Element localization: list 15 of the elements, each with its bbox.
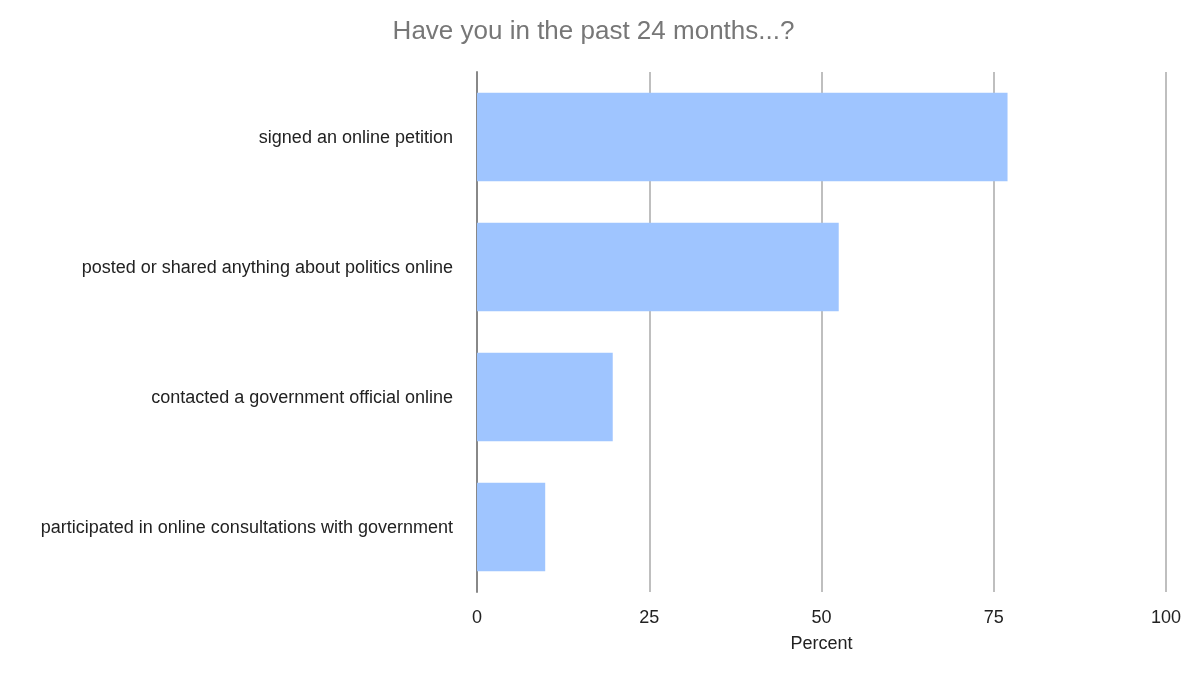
y-tick-label: contacted a government official online <box>151 387 453 407</box>
bar <box>477 222 839 312</box>
x-tick-label: 100 <box>1150 607 1182 627</box>
y-tick-label: posted or shared anything about politics online <box>81 257 453 277</box>
x-axis-title: Percent <box>790 633 853 653</box>
chart-title: Have you in the past 24 months...? <box>392 15 795 45</box>
bar <box>477 352 613 442</box>
y-tick-label: signed an online petition <box>258 127 453 147</box>
bar <box>477 92 1008 182</box>
x-tick-label: 0 <box>471 607 483 627</box>
x-tick-label: 50 <box>811 607 832 627</box>
y-tick-label: participated in online consultations with government <box>40 517 453 537</box>
x-tick-label: 75 <box>983 607 1004 627</box>
x-tick-label: 25 <box>639 607 660 627</box>
bar <box>477 482 546 572</box>
